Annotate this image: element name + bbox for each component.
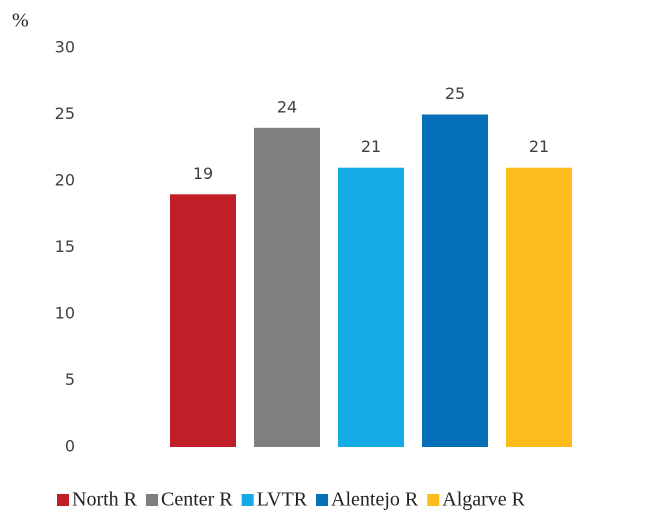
data-label: 21 [529,137,549,156]
bar [254,127,320,448]
legend-swatch [241,494,254,506]
data-label: 19 [193,164,213,183]
legend-label: Alentejo R [331,489,419,511]
y-tick-label: 30 [55,38,75,57]
bar [422,114,488,447]
bar [506,167,572,447]
legend-swatch [427,494,440,506]
y-tick-label: 10 [55,304,75,323]
y-tick-label: 5 [65,370,75,389]
bar [170,194,236,447]
legend-label: LVTR [257,489,308,511]
y-tick-label: 25 [55,104,75,123]
data-label: 24 [277,97,297,116]
data-label: 25 [445,84,465,103]
legend-swatch [146,494,158,506]
y-axis-label: % [12,10,29,32]
bar [338,167,404,447]
data-label: 21 [361,137,381,156]
y-tick-label: 20 [55,171,75,190]
legend-label: Center R [161,489,233,511]
legend-label: North R [72,489,138,511]
y-tick-label: 15 [55,237,75,256]
legend-swatch [57,494,69,506]
legend-swatch [316,494,329,506]
legend-label: Algarve R [442,489,525,511]
y-tick-label: 0 [65,437,75,456]
